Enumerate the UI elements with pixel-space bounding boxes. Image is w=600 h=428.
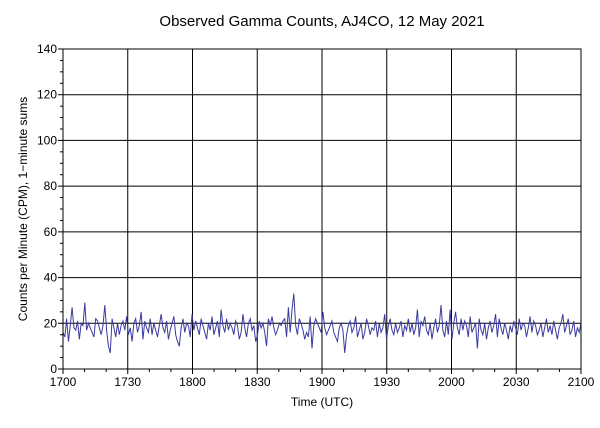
axis-ticks [58,48,582,374]
x-tick-label: 1830 [244,375,271,389]
y-axis-label: Counts per Minute (CPM), 1−minute sums [16,97,30,321]
y-tick-label: 40 [44,271,58,285]
x-tick-label: 2100 [568,375,595,389]
y-tick-labels: 0 20 40 60 80 100 120 140 [37,42,57,376]
x-tick-label: 1900 [309,375,336,389]
x-tick-label: 2030 [503,375,530,389]
y-tick-label: 120 [37,88,57,102]
y-tick-label: 80 [44,179,58,193]
cpm-series-line [62,293,582,354]
data-series [62,293,582,354]
grid-lines [63,49,581,369]
x-tick-label: 1700 [50,375,77,389]
x-tick-label: 1730 [114,375,141,389]
x-tick-label: 1800 [179,375,206,389]
y-tick-label: 0 [50,362,57,376]
y-tick-label: 60 [44,225,58,239]
chart-title: Observed Gamma Counts, AJ4CO, 12 May 202… [159,13,484,30]
y-tick-label: 140 [37,42,57,56]
x-tick-label: 2000 [438,375,465,389]
y-tick-label: 100 [37,133,57,147]
y-tick-label: 20 [44,316,58,330]
x-axis-label: Time (UTC) [291,395,353,409]
x-tick-labels: 1700 1730 1800 1830 1900 1930 2000 2030 2100 [50,375,595,389]
x-tick-label: 1930 [373,375,400,389]
